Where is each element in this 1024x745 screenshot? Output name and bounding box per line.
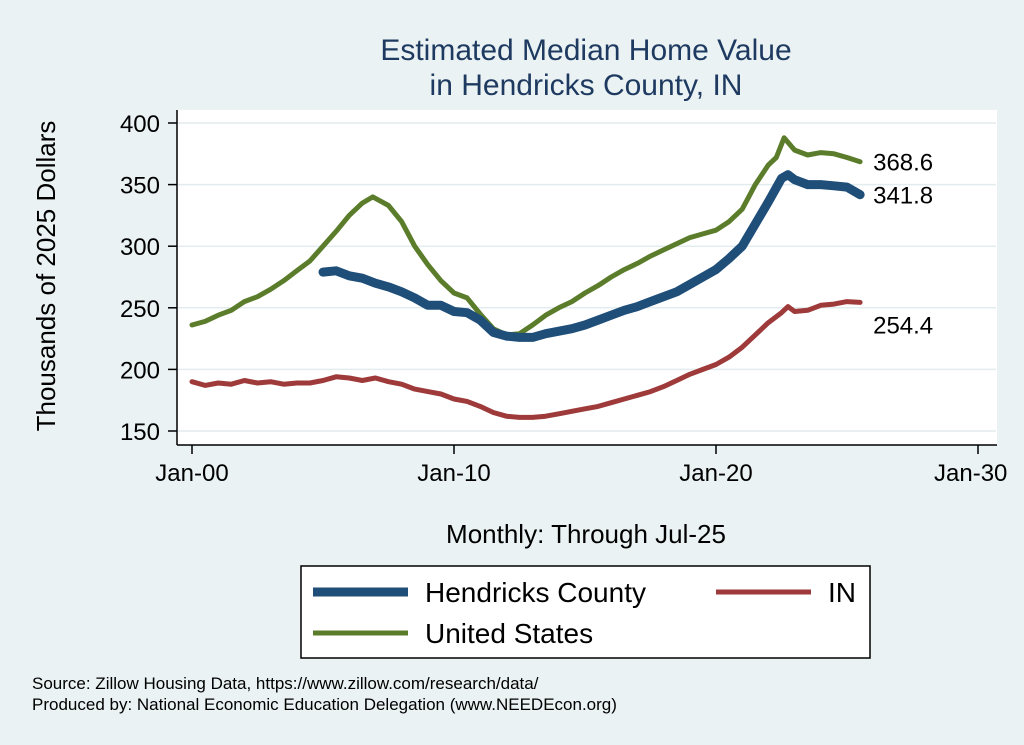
end-label-united-states: 368.6 [873,150,933,177]
chart-title: Estimated Median Home Value [380,34,791,67]
legend-label: United States [425,618,593,649]
series-line-united-states [189,135,863,338]
x-tick-label: Jan-20 [679,460,752,487]
y-tick-label: 150 [120,419,160,446]
legend-label: Hendricks County [425,577,646,608]
x-axis-ticks: Jan-00 Jan-10 Jan-20 Jan-30 [155,445,1007,487]
legend-box [300,565,871,659]
x-tick-label: Jan-10 [417,460,490,487]
y-tick-label: 400 [120,111,160,138]
plot-area [177,110,997,445]
series-line-in [189,299,863,420]
source-line-2: Produced by: National Economic Education… [32,695,617,714]
y-axis-title: Thousands of 2025 Dollars [31,121,61,432]
x-tick-label: Jan-30 [934,460,1007,487]
y-tick-label: 250 [120,296,160,323]
series-line-hendricks-county [318,170,865,342]
end-label-hendricks-county: 341.8 [873,183,933,210]
x-tick-label: Jan-00 [155,460,228,487]
legend: Hendricks County IN United States [313,577,856,649]
legend-label: IN [828,577,856,608]
end-label-in: 254.4 [873,312,933,339]
end-labels: 368.6 254.4 341.8 [873,150,933,340]
source-line-1: Source: Zillow Housing Data, https://www… [32,674,539,693]
y-axis-ticks: 150 200 250 300 350 400 [120,111,177,446]
x-axis-title: Monthly: Through Jul-25 [446,519,726,549]
chart-subtitle: in Hendricks County, IN [430,69,743,102]
y-tick-label: 350 [120,173,160,200]
y-tick-label: 300 [120,234,160,261]
y-tick-label: 200 [120,357,160,384]
gridlines [178,122,996,432]
series-lines [189,135,865,420]
